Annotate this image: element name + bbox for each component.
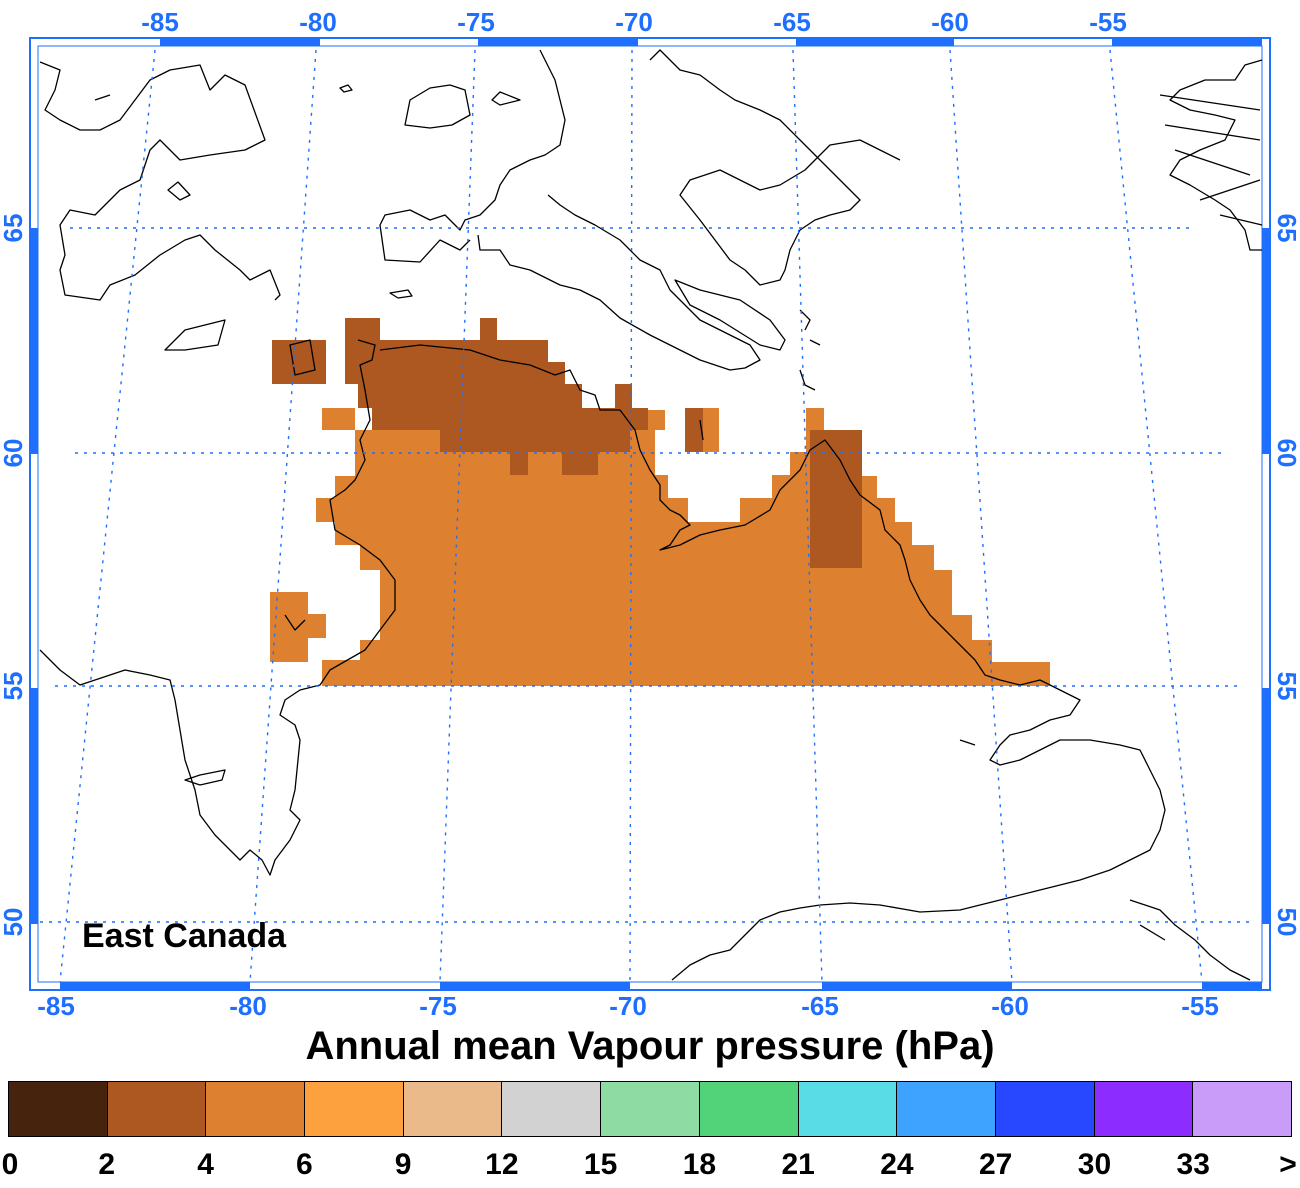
bottom-lon-label: -85 [37, 991, 75, 1020]
top-lon-label: -70 [615, 7, 653, 37]
legend-tick-label: 21 [781, 1148, 815, 1181]
color-legend [8, 1081, 1292, 1137]
bottom-lon-labels: -85 -80 -75 -70 -65 -60 -55 [37, 991, 1219, 1020]
top-lon-label: -65 [773, 7, 811, 37]
map-plot: -85 -80 -75 -70 -65 -60 -55 -85 -80 -75 … [0, 7, 1300, 1020]
legend-tick-label: 0 [1, 1148, 19, 1181]
map-title: Annual mean Vapour pressure (hPa) [305, 1024, 995, 1068]
bottom-lon-label: -70 [609, 991, 647, 1020]
top-lon-label: -55 [1089, 7, 1127, 37]
legend-swatch [601, 1082, 700, 1136]
top-lon-label: -75 [457, 7, 495, 37]
legend-tick-label: > [1279, 1148, 1297, 1181]
graticule [40, 49, 1250, 983]
bottom-lon-label: -80 [229, 991, 267, 1020]
left-lat-label: 65 [0, 214, 28, 243]
coastlines [39, 49, 1263, 981]
legend-swatch [206, 1082, 306, 1136]
legend-tick-label: 18 [682, 1148, 717, 1181]
legend-swatch [798, 1082, 898, 1136]
legend-swatch [107, 1082, 207, 1136]
legend-swatch [403, 1082, 503, 1136]
legend-tick-label: 4 [197, 1148, 214, 1181]
left-lat-label: 55 [0, 672, 28, 701]
bottom-lon-label: -55 [1181, 991, 1219, 1020]
legend-swatch [1094, 1082, 1194, 1136]
left-lat-labels: 65 60 55 50 [0, 214, 28, 937]
field-cell-4-6 [703, 408, 719, 452]
right-lat-label: 60 [1272, 439, 1300, 468]
left-lat-label: 50 [0, 908, 28, 937]
legend-tick-label: 2 [98, 1148, 116, 1181]
legend-tick-label: 6 [295, 1148, 313, 1181]
right-lat-label: 50 [1272, 908, 1300, 937]
legend-swatch [1193, 1082, 1291, 1136]
right-lat-labels: 65 60 55 50 [1272, 214, 1300, 937]
region-label: East Canada [82, 917, 287, 955]
legend-tick-label: 9 [394, 1148, 412, 1181]
legend-swatch [897, 1082, 996, 1136]
frame-ticks [30, 38, 1270, 990]
bottom-lon-label: -60 [991, 991, 1029, 1020]
legend-tick-label: 24 [880, 1148, 914, 1181]
legend-swatch [9, 1082, 108, 1136]
right-lat-label: 55 [1272, 672, 1300, 701]
bottom-lon-label: -65 [801, 991, 839, 1020]
legend-tick-label: 33 [1176, 1148, 1210, 1181]
legend-swatch [699, 1082, 799, 1136]
right-lat-label: 65 [1272, 214, 1300, 243]
legend-swatch [502, 1082, 602, 1136]
legend-tick-label: 12 [485, 1148, 519, 1181]
top-lon-label: -85 [141, 7, 179, 37]
legend-swatch [995, 1082, 1095, 1136]
top-lon-label: -60 [931, 7, 969, 37]
legend-tick-label: 15 [583, 1148, 618, 1181]
top-lon-labels: -85 -80 -75 -70 -65 -60 -55 [141, 7, 1127, 37]
top-lon-label: -80 [299, 7, 337, 37]
map-frame [29, 37, 1271, 991]
bottom-lon-label: -75 [419, 991, 457, 1020]
left-lat-label: 60 [0, 439, 28, 468]
map-inner-frame [37, 45, 1263, 983]
legend-tick-label: 30 [1077, 1148, 1112, 1181]
field-class-4-6 [270, 408, 1050, 686]
field-class-2-4 [272, 318, 862, 568]
legend-swatch [305, 1082, 404, 1136]
legend-tick-label: 27 [979, 1148, 1013, 1181]
